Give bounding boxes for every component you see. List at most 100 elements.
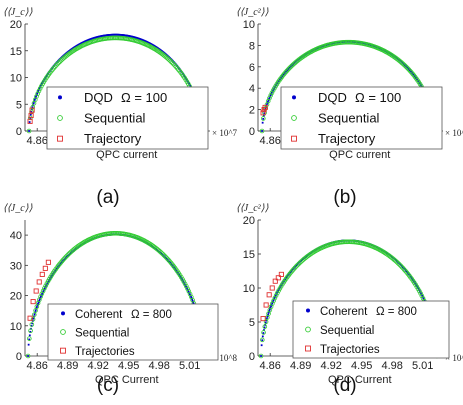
data-point [29,107,35,113]
data-point [284,68,290,74]
data-point [36,279,42,285]
data-point [28,130,30,132]
y-tick-label: 20 [243,215,255,227]
y-tick-label: 2 [249,105,255,117]
series-trajectory [27,107,35,124]
data-point [62,256,67,261]
data-point [180,277,183,280]
legend-marker-dot [292,95,296,100]
data-point [260,355,262,357]
data-point [39,83,44,89]
data-point [158,250,164,255]
data-point [38,87,41,90]
data-point [161,252,167,258]
y-axis-title: ⟨⟨J_c²⟩⟩ [236,7,269,18]
data-point [40,288,46,294]
data-point [266,317,268,320]
data-point [38,298,41,301]
data-point [65,252,71,257]
data-point [268,96,271,99]
data-point [272,89,274,92]
data-point [169,60,175,66]
data-point [28,112,34,119]
data-point [267,99,270,102]
data-point [36,88,42,94]
y-axis-title: ⟨⟨J_c²⟩⟩ [236,203,269,214]
series-sequential [25,231,207,359]
data-point [189,85,192,88]
data-point [263,329,265,331]
data-point [269,285,275,291]
x-axis-multiplier: × 10^8 [212,353,238,363]
data-point [273,86,276,89]
data-point [188,293,191,296]
data-point [268,308,271,311]
data-point [56,60,61,66]
data-point [191,300,194,302]
data-point [261,130,263,132]
series-trajectory [260,104,268,116]
data-point [263,112,266,115]
data-point [283,70,288,75]
x-tick-label: 4.86 [259,135,280,147]
legend-label: Sequential [84,111,146,126]
data-point [265,319,268,322]
data-point [31,322,34,325]
data-point [271,302,274,305]
data-point [42,265,48,271]
data-point [64,253,70,259]
data-point [29,113,32,116]
data-point [266,102,269,105]
data-point [267,95,272,101]
data-point [63,254,69,260]
data-point [33,288,39,294]
data-point [272,278,278,284]
data-point [168,59,174,64]
data-point [261,335,264,338]
data-point [157,249,163,254]
data-point [172,63,178,68]
x-tick-label: 5.01 [412,360,433,372]
data-point [181,278,184,281]
legend-label: Coherent [320,306,368,318]
data-point [28,328,33,334]
data-point [28,334,31,337]
data-point [181,279,187,284]
legend-marker-circle [291,115,297,121]
data-point [30,299,36,305]
y-tick-label: 4 [249,83,255,95]
data-point [259,128,265,134]
data-point [30,325,33,327]
data-point [271,90,274,93]
legend-parameter: Ω = 800 [376,306,417,318]
data-point [281,281,284,284]
data-point [261,116,266,121]
data-point [27,355,29,357]
legend-box [47,303,219,361]
data-point [163,255,169,260]
data-point [261,121,264,124]
data-point [260,316,266,322]
data-point [402,63,408,69]
data-point [48,278,51,281]
y-tick-label: 30 [10,260,22,272]
data-point [192,301,195,304]
legend-marker-dot [58,95,62,100]
data-point [266,101,269,103]
y-tick-label: 5 [249,317,255,329]
data-point [270,91,273,94]
data-point [30,316,36,322]
data-point [262,324,268,329]
y-tick-label: 15 [10,46,22,58]
x-axis-title: QPC current [329,149,390,161]
data-point [292,265,298,271]
data-point [297,260,303,265]
data-point [288,64,293,70]
data-point [266,292,272,298]
data-point [275,275,281,281]
data-point [273,293,279,298]
data-point [171,61,176,67]
data-point [179,275,182,278]
y-tick-label: 15 [243,249,255,261]
